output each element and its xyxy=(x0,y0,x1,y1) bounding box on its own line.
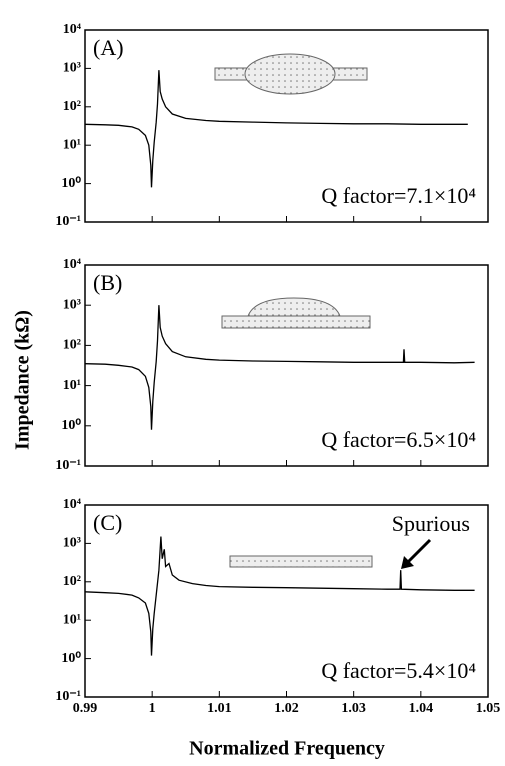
q-factor: Q factor=7.1×10⁴ xyxy=(321,183,476,208)
y-tick-label: 10³ xyxy=(63,297,81,312)
x-tick-label: 1.01 xyxy=(207,701,232,716)
impedance-line xyxy=(84,70,468,188)
y-tick-label: 10⁻¹ xyxy=(55,458,81,473)
y-axis-label: Impedance (kΩ) xyxy=(12,310,34,450)
x-tick-label: 1.05 xyxy=(476,701,501,716)
panel-label: (A) xyxy=(93,35,124,60)
y-tick-label: 10² xyxy=(63,338,81,353)
panel-label: (C) xyxy=(93,510,122,535)
panel-label: (B) xyxy=(93,270,122,295)
x-tick-label: 0.99 xyxy=(73,701,98,716)
y-tick-label: 10⁴ xyxy=(63,22,82,37)
y-tick-label: 10¹ xyxy=(63,137,81,152)
inset-b xyxy=(221,297,371,329)
q-factor: Q factor=5.4×10⁴ xyxy=(321,658,476,683)
callout-arrow xyxy=(401,538,432,569)
y-tick-label: 10³ xyxy=(63,536,81,551)
impedance-line xyxy=(84,536,475,656)
x-tick-label: 1.04 xyxy=(409,701,434,716)
x-axis-label: Normalized Frequency xyxy=(189,738,385,760)
inset-a xyxy=(214,53,368,95)
y-tick-label: 10⁰ xyxy=(61,176,81,191)
y-tick-label: 10⁴ xyxy=(63,497,82,512)
y-tick-label: 10⁻¹ xyxy=(55,689,81,704)
y-tick-label: 10¹ xyxy=(63,378,81,393)
y-tick-label: 10⁴ xyxy=(63,257,82,272)
y-tick-label: 10¹ xyxy=(63,612,81,627)
callout: Spurious xyxy=(392,511,470,536)
y-tick-label: 10⁻¹ xyxy=(55,214,81,229)
impedance-line xyxy=(84,305,475,430)
y-tick-label: 10⁰ xyxy=(61,418,81,433)
x-tick-label: 1 xyxy=(149,701,156,716)
x-tick-label: 1.03 xyxy=(341,701,366,716)
y-tick-label: 10⁰ xyxy=(61,651,81,666)
inset-c xyxy=(229,555,373,568)
x-tick-label: 1.02 xyxy=(274,701,299,716)
y-tick-label: 10² xyxy=(63,574,81,589)
y-tick-label: 10² xyxy=(63,99,81,114)
y-tick-label: 10³ xyxy=(63,61,81,76)
q-factor: Q factor=6.5×10⁴ xyxy=(321,427,476,452)
